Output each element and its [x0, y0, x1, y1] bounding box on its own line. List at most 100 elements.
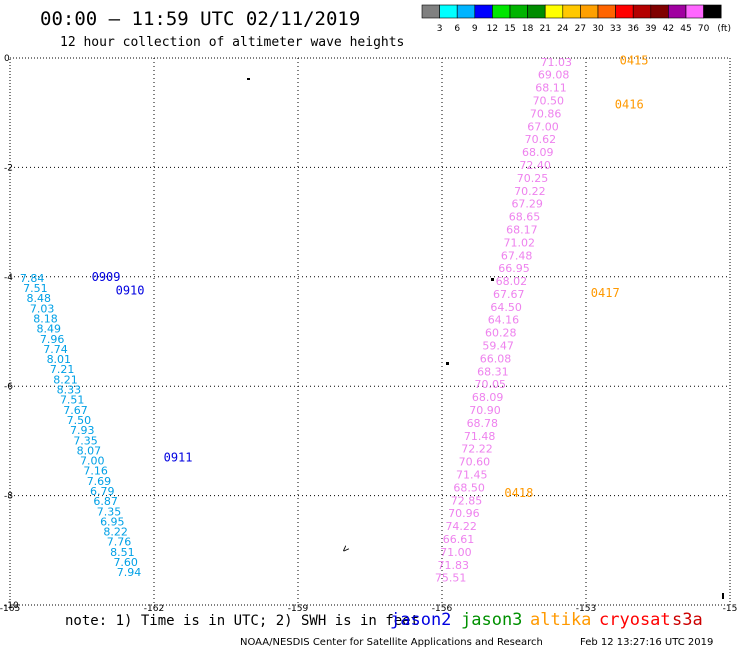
swh-value-label: 68.65: [509, 211, 541, 224]
footer-note: note: 1) Time is in UTC; 2) SWH is in fe…: [65, 613, 419, 629]
swh-value-label: 7.69: [87, 475, 112, 488]
satellite-label-s3a: s3a: [672, 610, 703, 630]
colorbar-unit: (ft): [717, 24, 731, 34]
colorbar-swatch: [668, 4, 687, 19]
colorbar-label: 27: [575, 24, 586, 34]
swh-value-label: 70.60: [459, 456, 491, 469]
swh-value-label: 67.29: [511, 198, 543, 211]
colorbar-label: 45: [680, 24, 691, 34]
swh-value-label: 7.03: [30, 302, 55, 315]
satellite-label-cryosat: cryosat: [599, 610, 671, 630]
swh-value-label: 7.84: [20, 272, 45, 285]
swh-value-label: 64.16: [488, 314, 520, 327]
swh-value-label: 7.67: [63, 404, 88, 417]
colorbar-legend: 3 6 9 12 15 18 21 24 27 30 33 36 39 42 45 70 (ft): [421, 4, 731, 34]
swh-value-label: 64.50: [490, 301, 522, 314]
swh-value-label: 68.17: [506, 223, 538, 236]
y-tick-label: -6: [4, 382, 13, 392]
swh-value-label: 7.60: [113, 556, 138, 569]
colorbar-swatch: [703, 4, 722, 19]
x-tick-label: -159: [288, 604, 309, 614]
swh-value-label: 70.05: [474, 378, 506, 391]
data-marks: 71.0369.0868.1170.5070.8667.0070.6268.09…: [20, 54, 649, 585]
colorbar-label: 24: [557, 24, 569, 34]
swh-value-label: 70.90: [469, 404, 501, 417]
y-tick-label: -10: [4, 601, 19, 611]
swh-value-label: 71.48: [464, 430, 496, 443]
dot-marker: [446, 362, 449, 365]
swh-value-label: 8.21: [53, 373, 78, 386]
colorbar-label: 15: [504, 24, 515, 34]
swh-value-label: 7.35: [97, 505, 122, 518]
colorbar-label: 3: [437, 24, 443, 34]
satellite-label-jason2: jason2: [390, 610, 451, 630]
swh-value-label: 74.22: [445, 520, 477, 533]
swh-value-label: 60.28: [485, 327, 517, 340]
satellite-label-jason3: jason3: [461, 610, 522, 630]
swh-value-label: 7.96: [40, 333, 65, 346]
swh-value-label: 7.51: [60, 394, 85, 407]
swh-value-label: 67.67: [493, 288, 525, 301]
swh-value-label: 70.86: [530, 107, 562, 120]
swh-value-label: 71.03: [540, 56, 572, 69]
x-tick-label: -153: [576, 604, 596, 614]
x-tick-label: -165: [0, 604, 20, 614]
footer-credit: NOAA/NESDIS Center for Satellite Applica…: [240, 637, 543, 648]
swh-value-label: 7.74: [43, 343, 68, 356]
satellite-label-altika: altika: [530, 610, 591, 630]
dot-marker: [722, 593, 724, 599]
swh-value-label: 6.79: [90, 485, 115, 498]
swh-value-label: 72.40: [519, 159, 551, 172]
island-marker: ⅴ: [339, 543, 351, 555]
pass-time-label: 0910: [116, 283, 145, 297]
swh-value-label: 66.95: [498, 262, 530, 275]
pass-time-label: 0415: [620, 54, 649, 68]
swh-value-label: 67.48: [501, 249, 533, 262]
swh-value-label: 59.47: [482, 340, 514, 353]
swh-value-label: 8.51: [110, 546, 135, 559]
swh-value-label: 70.50: [533, 95, 565, 108]
swh-value-label: 68.02: [496, 275, 528, 288]
swh-value-label: 7.76: [107, 536, 132, 549]
colorbar-swatch: [492, 4, 511, 19]
satellite-legend: jason2 jason3 altika cryosat s3a: [390, 610, 703, 630]
swh-value-label: 8.48: [27, 292, 52, 305]
colorbar-swatch: [439, 4, 458, 19]
x-tick-label: -156: [432, 604, 453, 614]
swh-value-label: 70.22: [514, 185, 546, 198]
colorbar-swatch: [650, 4, 669, 19]
swh-value-label: 71.83: [438, 559, 470, 572]
swh-value-label: 75.51: [435, 572, 467, 585]
y-tick-label: -4: [4, 273, 13, 283]
footer-timestamp: Feb 12 13:27:16 UTC 2019: [580, 637, 713, 648]
swh-value-label: 70.96: [448, 507, 480, 520]
swh-value-label: 8.01: [47, 353, 72, 366]
colorbar-label: 21: [539, 24, 550, 34]
colorbar-label: 12: [487, 24, 498, 34]
swh-value-label: 7.93: [70, 424, 95, 437]
colorbar-swatch: [456, 4, 476, 19]
chart-title: 00:00 – 11:59 UTC 02/11/2019: [40, 8, 360, 30]
colorbar-swatch: [421, 4, 440, 19]
chart-subtitle: 12 hour collection of altimeter wave hei…: [60, 35, 404, 50]
swh-value-label: 7.94: [117, 566, 142, 579]
axis-ticks: -165 -162 -159 -156 -153 -15 0 -2 -4 -6 -8 -10: [0, 54, 737, 614]
swh-value-label: 68.78: [467, 417, 499, 430]
swh-value-label: 72.22: [461, 443, 493, 456]
swh-value-label: 8.07: [77, 444, 102, 457]
swh-value-label: 8.49: [37, 323, 62, 336]
colorbar-label: 33: [610, 24, 621, 34]
colorbar-swatch: [597, 4, 616, 19]
colorbar-label: 18: [522, 24, 534, 34]
swh-value-label: 8.18: [33, 312, 58, 325]
swh-value-label: 69.08: [538, 69, 570, 82]
colorbar-label: 70: [698, 24, 710, 34]
pass-time-label: 0417: [591, 286, 620, 300]
colorbar-label: 30: [592, 24, 604, 34]
colorbar-swatch: [580, 4, 599, 19]
pass-time-label: 0911: [164, 450, 193, 464]
swh-value-label: 70.25: [517, 172, 549, 185]
x-tick-label: -15: [723, 604, 738, 614]
colorbar-label: 6: [454, 24, 460, 34]
colorbar-label: 36: [627, 24, 639, 34]
